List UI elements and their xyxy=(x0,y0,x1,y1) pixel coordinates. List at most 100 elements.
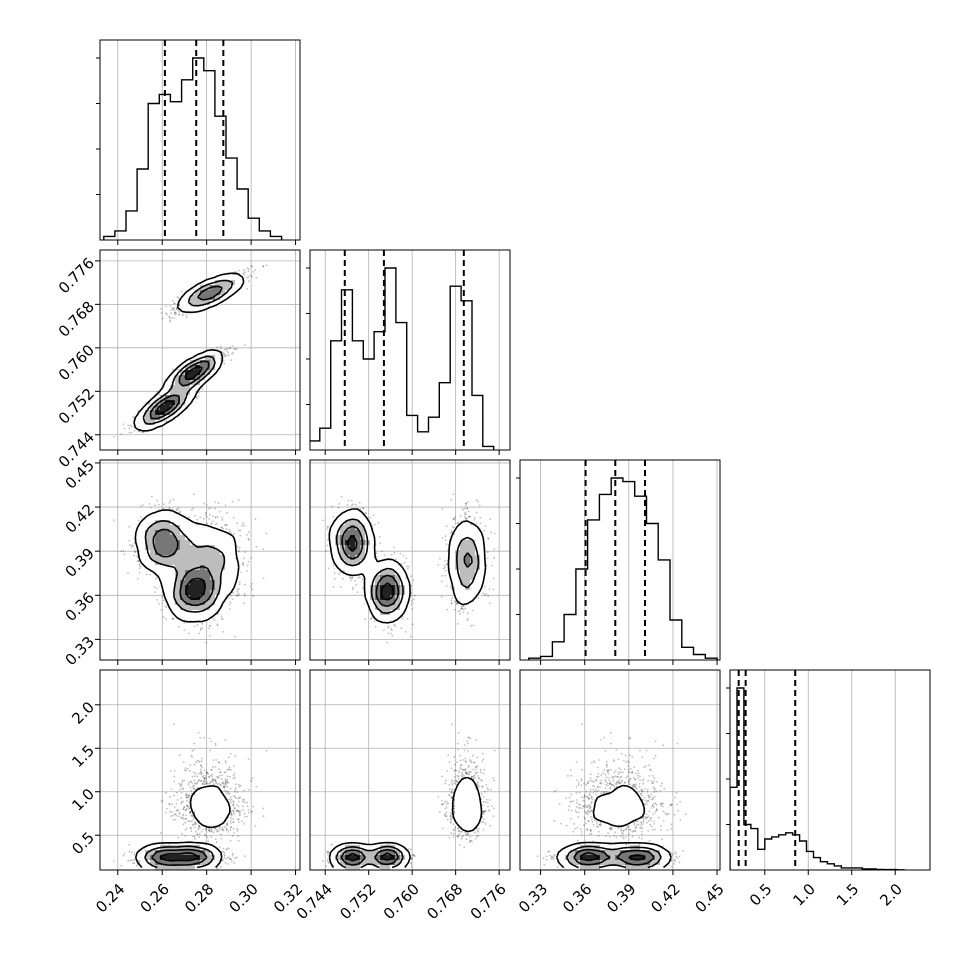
density-cell xyxy=(210,295,216,301)
sample-point xyxy=(162,616,165,619)
sample-point xyxy=(194,514,196,517)
y-tick-label: 0.776 xyxy=(55,254,98,297)
sample-point xyxy=(205,522,208,525)
density-cell xyxy=(195,355,201,361)
sample-point xyxy=(220,357,222,360)
density-cell xyxy=(205,280,211,286)
sample-point xyxy=(254,268,257,271)
sample-point xyxy=(120,550,123,552)
density-cell xyxy=(220,285,226,291)
density-cell xyxy=(180,300,186,306)
sample-point xyxy=(156,599,159,601)
density-cell xyxy=(230,290,236,296)
sample-point xyxy=(237,499,240,501)
sample-point xyxy=(232,516,235,519)
sample-point xyxy=(141,504,144,506)
density-cell xyxy=(140,410,146,416)
contour-line xyxy=(133,272,245,432)
sample-point xyxy=(235,348,238,350)
sample-point xyxy=(246,277,248,279)
sample-point xyxy=(225,523,227,526)
density-cell xyxy=(220,280,226,286)
sample-point xyxy=(228,354,230,357)
sample-point xyxy=(251,583,253,585)
sample-point xyxy=(177,297,180,299)
density-cell xyxy=(160,420,166,426)
sample-point xyxy=(199,627,202,630)
sample-point xyxy=(188,632,191,635)
density-cell xyxy=(175,395,181,401)
sample-point xyxy=(223,362,226,365)
sample-point xyxy=(161,317,164,320)
sample-point xyxy=(247,560,250,563)
sample-point xyxy=(129,544,131,546)
density-cell xyxy=(160,395,166,401)
sample-point xyxy=(210,522,213,525)
sample-point xyxy=(231,353,233,355)
density-cell xyxy=(185,295,191,301)
sample-point xyxy=(237,529,240,532)
density-cell xyxy=(185,385,191,391)
sample-point xyxy=(222,528,225,530)
density-cell xyxy=(215,365,221,371)
density-cell xyxy=(200,365,206,371)
sample-point xyxy=(170,309,173,311)
density-cell xyxy=(190,300,196,306)
density-cell xyxy=(150,405,156,411)
sample-point xyxy=(128,427,131,429)
density-cell xyxy=(175,380,181,386)
density-cell xyxy=(205,375,211,381)
sample-point xyxy=(227,352,230,354)
sample-point xyxy=(226,347,229,350)
sample-point xyxy=(180,290,183,293)
sample-point xyxy=(140,516,142,518)
sample-point xyxy=(210,523,213,526)
density-cell xyxy=(215,360,221,366)
sample-point xyxy=(173,302,176,305)
sample-point xyxy=(229,601,232,604)
sample-point xyxy=(138,567,141,570)
panel-content xyxy=(103,40,283,240)
sample-point xyxy=(196,397,199,400)
contour-line xyxy=(149,285,223,420)
density-cell xyxy=(140,425,146,431)
sample-point xyxy=(161,595,164,598)
density-cell xyxy=(225,280,231,286)
density-cell xyxy=(185,375,191,381)
density-cell xyxy=(195,305,201,311)
sample-point xyxy=(127,424,129,427)
density-cell xyxy=(135,425,141,431)
sample-point xyxy=(197,391,200,394)
sample-point xyxy=(251,276,253,278)
density-cell xyxy=(160,415,166,421)
histogram-step xyxy=(103,57,283,240)
panel-frame xyxy=(309,249,511,451)
sample-point xyxy=(232,351,234,354)
density-cell xyxy=(220,290,226,296)
sample-point xyxy=(205,515,208,518)
sample-point xyxy=(244,594,246,597)
sample-point xyxy=(232,591,234,594)
sample-point xyxy=(242,522,244,525)
sample-point xyxy=(214,501,217,504)
density-cell xyxy=(175,410,181,416)
density-cell xyxy=(200,380,206,386)
sample-point xyxy=(131,425,133,428)
sample-point xyxy=(209,507,212,510)
density-cell xyxy=(185,300,191,306)
sample-point xyxy=(225,527,228,530)
density-cell xyxy=(225,275,231,281)
sample-point xyxy=(224,354,227,357)
sample-point xyxy=(199,516,202,519)
density-cell xyxy=(170,385,176,391)
sample-point xyxy=(246,287,249,290)
density-cell xyxy=(215,285,221,291)
sample-point xyxy=(208,518,211,520)
density-cell xyxy=(170,415,176,421)
sample-point xyxy=(244,344,246,347)
sample-point xyxy=(149,573,152,576)
panel-content xyxy=(113,264,268,438)
density-cell xyxy=(180,395,186,401)
sample-point xyxy=(173,302,176,305)
